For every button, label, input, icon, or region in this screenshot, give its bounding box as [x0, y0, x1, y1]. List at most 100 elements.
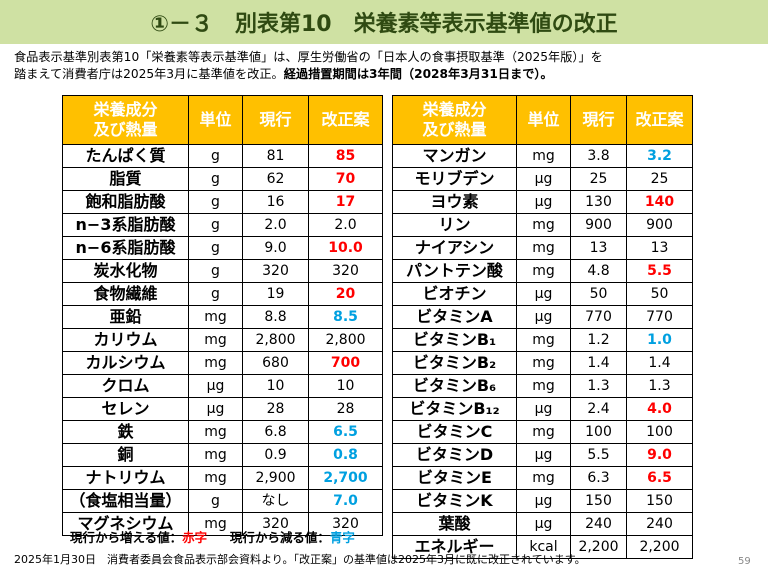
unit-cell: mg: [516, 374, 571, 398]
table-row: ビタミンA μg 770 770: [392, 305, 693, 329]
revised-value: 150: [626, 489, 693, 513]
table-row: ビタミンD μg 5.5 9.0: [392, 443, 693, 467]
current-value: 900: [570, 213, 627, 237]
revised-value: 770: [626, 305, 693, 329]
unit-cell: g: [188, 489, 243, 513]
current-value: 4.8: [570, 259, 627, 283]
table-row: エネルギー kcal 2,200 2,200: [392, 535, 693, 559]
unit-cell: mg: [516, 420, 571, 444]
page-number: 59: [738, 556, 751, 567]
table-row: ビタミンB₆ mg 1.3 1.3: [392, 374, 693, 398]
nutrient-name: ビタミンK: [392, 489, 517, 513]
table-row: ナイアシン mg 13 13: [392, 236, 693, 260]
revised-value: 140: [626, 190, 693, 214]
nutrient-name: 葉酸: [392, 512, 517, 536]
unit-cell: μg: [516, 443, 571, 467]
current-value: 0.9: [242, 443, 309, 467]
revised-value: 20: [308, 282, 383, 306]
table-row: 飽和脂肪酸 g 16 17: [62, 190, 383, 214]
nutrient-name: カリウム: [62, 328, 189, 352]
unit-cell: mg: [188, 420, 243, 444]
nutrient-name: セレン: [62, 397, 189, 421]
header-nutrient: 栄養成分 及び熱量: [62, 95, 189, 145]
table-row: 食物繊維 g 19 20: [62, 282, 383, 306]
legend-increase-label: 現行から増える値：: [70, 530, 183, 545]
table-row: セレン μg 28 28: [62, 397, 383, 421]
unit-cell: mg: [516, 236, 571, 260]
revised-value: 1.4: [626, 351, 693, 375]
unit-cell: g: [188, 282, 243, 306]
unit-cell: mg: [516, 466, 571, 490]
current-value: 28: [242, 397, 309, 421]
current-value: 5.5: [570, 443, 627, 467]
unit-cell: μg: [516, 282, 571, 306]
nutrient-name: ビタミンC: [392, 420, 517, 444]
table-row: パントテン酸 mg 4.8 5.5: [392, 259, 693, 283]
nutrient-name: パントテン酸: [392, 259, 517, 283]
revised-value: 2,800: [308, 328, 383, 352]
revised-value: 2,200: [626, 535, 693, 559]
nutrient-name: クロム: [62, 374, 189, 398]
table-row: ヨウ素 μg 130 140: [392, 190, 693, 214]
intro-line-2: 踏まえて消費者庁は2025年3月に基準値を改正。経過措置期間は3年間（2028年…: [14, 66, 760, 83]
nutrient-table-right: 栄養成分 及び熱量 単位 現行 改正案 マンガン mg 3.8 3.2 モリブデン μg 25…: [392, 95, 693, 559]
nutrient-name: 食物繊維: [62, 282, 189, 306]
table-row: （食塩相当量） g なし 7.0: [62, 489, 383, 513]
intro-line-1: 食品表示基準別表第10「栄養素等表示基準値」は、厚生労働省の「日本人の食事摂取基…: [14, 50, 603, 64]
header-revised: 改正案: [626, 95, 693, 145]
unit-cell: mg: [516, 213, 571, 237]
nutrient-name: カルシウム: [62, 351, 189, 375]
current-value: 150: [570, 489, 627, 513]
nutrient-name: 鉄: [62, 420, 189, 444]
revised-value: 320: [308, 259, 383, 283]
table-row: 亜鉛 mg 8.8 8.5: [62, 305, 383, 329]
slide-title-bar: ①－３ 別表第10 栄養素等表示基準値の改正: [0, 0, 768, 44]
table-row: マンガン mg 3.8 3.2: [392, 144, 693, 168]
current-value: 13: [570, 236, 627, 260]
nutrient-name: 飽和脂肪酸: [62, 190, 189, 214]
unit-cell: μg: [516, 512, 571, 536]
legend-decrease-label: 現行から減る値：: [229, 530, 330, 545]
color-legend: 現行から増える値：赤字 現行から減る値：青字: [70, 527, 355, 546]
current-value: 50: [570, 282, 627, 306]
nutrient-name: 亜鉛: [62, 305, 189, 329]
nutrient-name: （食塩相当量）: [62, 489, 189, 513]
revised-value: 240: [626, 512, 693, 536]
unit-cell: μg: [516, 489, 571, 513]
revised-value: 5.5: [626, 259, 693, 283]
current-value: 6.8: [242, 420, 309, 444]
header-current: 現行: [570, 95, 627, 145]
revised-value: 7.0: [308, 489, 383, 513]
unit-cell: g: [188, 259, 243, 283]
revised-value: 25: [626, 167, 693, 191]
unit-cell: mg: [188, 466, 243, 490]
table-row: 銅 mg 0.9 0.8: [62, 443, 383, 467]
unit-cell: mg: [516, 259, 571, 283]
current-value: 81: [242, 144, 309, 168]
table-row: ビタミンK μg 150 150: [392, 489, 693, 513]
current-value: 130: [570, 190, 627, 214]
table-row: ビタミンB₁₂ μg 2.4 4.0: [392, 397, 693, 421]
unit-cell: μg: [516, 397, 571, 421]
revised-value: 2.0: [308, 213, 383, 237]
revised-value: 50: [626, 282, 693, 306]
nutrient-name: ビタミンB₆: [392, 374, 517, 398]
nutrient-table-left: 栄養成分 及び熱量 単位 現行 改正案 たんぱく質 g 81 85 脂質 g 62 70 飽和脂肪…: [62, 95, 383, 536]
unit-cell: g: [188, 236, 243, 260]
nutrient-name: n−3系脂肪酸: [62, 213, 189, 237]
table-row: ナトリウム mg 2,900 2,700: [62, 466, 383, 490]
revised-value: 900: [626, 213, 693, 237]
revised-value: 8.5: [308, 305, 383, 329]
legend-increase-word: 赤字: [182, 530, 208, 545]
unit-cell: mg: [516, 144, 571, 168]
revised-value: 28: [308, 397, 383, 421]
slide-title: ①－３ 別表第10 栄養素等表示基準値の改正: [150, 12, 618, 37]
revised-value: 320: [308, 512, 383, 536]
unit-cell: mg: [516, 328, 571, 352]
current-value: 1.3: [570, 374, 627, 398]
header-revised: 改正案: [308, 95, 383, 145]
nutrient-name: ビオチン: [392, 282, 517, 306]
table-row: 葉酸 μg 240 240: [392, 512, 693, 536]
current-value: 1.4: [570, 351, 627, 375]
current-value: 320: [242, 259, 309, 283]
